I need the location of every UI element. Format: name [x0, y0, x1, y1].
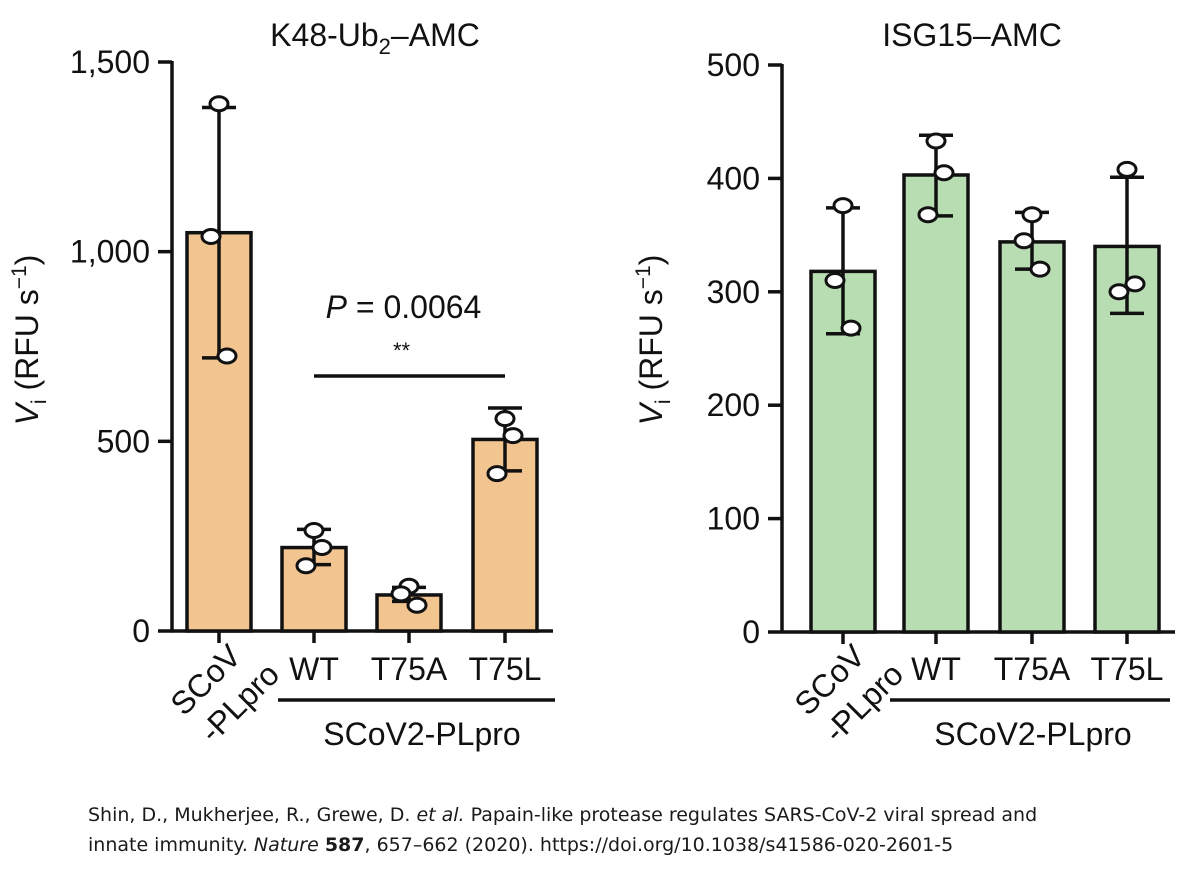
data-point — [840, 319, 862, 337]
chart-title-subscript: 2 — [379, 34, 391, 59]
data-point — [1021, 206, 1043, 224]
x-tick-label-rotated: SCoV-PLpro — [787, 628, 910, 751]
data-point — [208, 95, 230, 113]
chart-isg15-amc: ISG15–AMC Vi (RFU s−1) 0 100 200 300 400 500 SCo… — [632, 17, 1175, 752]
chart-title: K48-Ub2–AMC — [270, 17, 480, 59]
y-axis-label-subscript: i — [652, 399, 675, 404]
data-point — [200, 227, 222, 245]
bar-wt — [902, 173, 970, 634]
citation-authors: Shin, D., Mukherjee, R., Grewe, D. — [88, 804, 417, 826]
y-axis-label-variable: V — [9, 401, 45, 425]
data-point — [303, 521, 325, 539]
chart-title-tail: –AMC — [391, 17, 480, 53]
x-tick-label-rotated: SCoV-PLpro — [163, 628, 286, 751]
data-point — [1124, 275, 1146, 293]
x-tick-label: T75A — [994, 651, 1071, 687]
x-tick-label: T75L — [469, 651, 542, 687]
citation-line-1: Shin, D., Mukherjee, R., Grewe, D. et al… — [88, 800, 1188, 830]
y-tick-label: 1,500 — [70, 44, 150, 80]
citation-title-1: Papain-like protease regulates SARS-CoV-… — [464, 804, 1038, 826]
y-axis-label-superscript: −1 — [632, 265, 655, 289]
y-tick-label: 1,000 — [70, 234, 150, 270]
data-point — [1013, 232, 1035, 250]
y-axis-label-close: ) — [9, 255, 45, 266]
bar-t75a — [998, 240, 1066, 634]
y-tick-label: 0 — [742, 614, 760, 650]
y-axis-label-subscript: i — [28, 399, 51, 404]
bar-t75l — [1093, 244, 1161, 634]
data-point — [1116, 160, 1138, 178]
data-point — [486, 465, 508, 483]
citation-title-2: innate immunity. — [88, 834, 254, 856]
y-tick-label: 500 — [707, 47, 760, 83]
y-axis-label: Vi (RFU s−1) — [8, 255, 51, 426]
data-point — [311, 539, 333, 557]
citation-line-2: innate immunity. Nature 587, 657–662 (20… — [88, 830, 1188, 860]
p-value-symbol: P — [326, 289, 348, 325]
p-value-label: P = 0.0064 — [326, 289, 482, 325]
y-tick-label: 300 — [707, 274, 760, 310]
significance-stars: ** — [393, 338, 411, 363]
data-point — [494, 410, 516, 428]
y-tick-label: 500 — [97, 423, 150, 459]
group-label: SCoV2-PLpro — [934, 716, 1131, 752]
data-point — [824, 271, 846, 289]
x-tick-label: WT — [289, 651, 339, 687]
y-axis-label-close: ) — [633, 255, 669, 266]
data-point — [406, 596, 428, 614]
p-value-number: = 0.0064 — [347, 289, 481, 325]
data-point — [1108, 283, 1130, 301]
y-tick-label: 0 — [132, 613, 150, 649]
data-point — [917, 206, 939, 224]
data-point — [1029, 260, 1051, 278]
y-axis-label-unit: (RFU s — [633, 289, 669, 399]
y-axis-label-superscript: −1 — [8, 265, 31, 289]
chart-title-main: K48-Ub — [270, 17, 379, 53]
chart-title: ISG15–AMC — [882, 17, 1062, 53]
citation-etal: et al. — [416, 804, 465, 826]
data-point — [502, 427, 524, 445]
y-tick-label: 200 — [707, 387, 760, 423]
data-point — [390, 585, 412, 603]
group-label: SCoV2-PLpro — [323, 716, 520, 752]
data-point — [295, 557, 317, 575]
data-point — [925, 132, 947, 150]
x-tick-label: WT — [911, 651, 961, 687]
data-point — [216, 347, 238, 365]
y-tick-label: 400 — [707, 160, 760, 196]
citation-volume: 587 — [324, 834, 365, 856]
y-axis-label: Vi (RFU s−1) — [632, 255, 675, 426]
y-tick-label: 100 — [707, 501, 760, 537]
x-tick-label: T75A — [371, 651, 448, 687]
data-point — [933, 164, 955, 182]
citation-rest: , 657–662 (2020). https://doi.org/10.103… — [364, 834, 954, 856]
citation: Shin, D., Mukherjee, R., Grewe, D. et al… — [88, 800, 1188, 860]
y-axis-label-unit: (RFU s — [9, 289, 45, 399]
x-tick-label: T75L — [1091, 651, 1164, 687]
citation-journal: Nature — [253, 834, 319, 856]
chart-k48-ub2-amc: K48-Ub2–AMC Vi (RFU s−1) 0 500 1,000 1,500 SCo… — [8, 17, 555, 752]
y-axis-label-variable: V — [633, 401, 669, 425]
data-point — [832, 197, 854, 215]
